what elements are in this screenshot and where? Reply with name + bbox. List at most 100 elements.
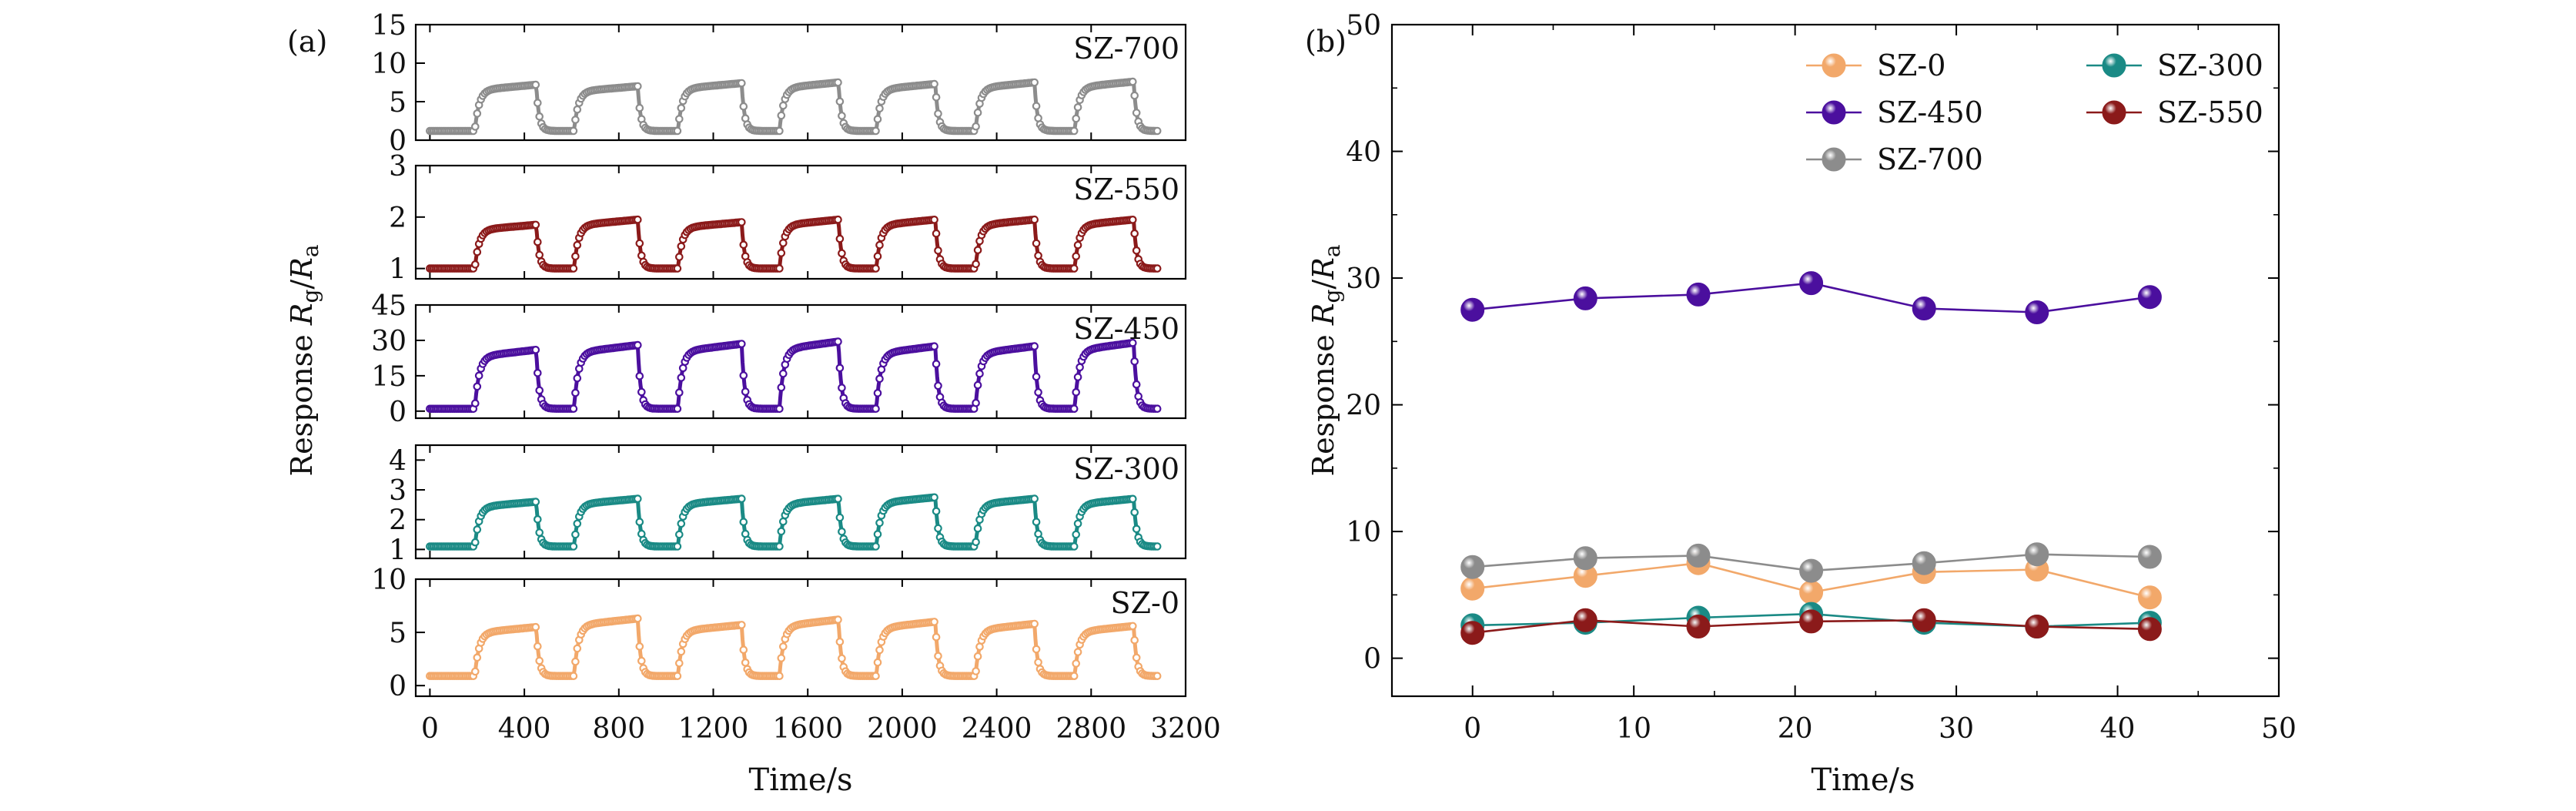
panel-a-sz-300-point <box>871 542 880 551</box>
legend-item-sz-0: SZ-0 <box>1806 49 1945 82</box>
legend-marker <box>2102 100 2126 125</box>
panel-a-sz-450-point <box>637 387 646 397</box>
panel-a-sz-300-point <box>1153 542 1162 551</box>
panel-a-sz-0-point <box>637 656 646 665</box>
panel-a-sz-700-point <box>1073 103 1082 112</box>
panel-a-sz-700-point <box>875 104 884 113</box>
panel-b-frame <box>1390 23 2280 698</box>
panel-a-sz-0-point <box>1030 619 1039 628</box>
panel-a-sz-450-ytick-label: 45 <box>371 290 406 322</box>
panel-a-sz-450-point <box>1153 404 1162 413</box>
panel-a-sz-550-point <box>571 252 580 261</box>
panel-a-xtick-label: 1600 <box>772 713 843 745</box>
panel-b-xtick-label: 30 <box>1939 713 1974 745</box>
panel-b-series-sz-550-point <box>2137 617 2162 642</box>
panel-b-xlabel: Time/s <box>1811 762 1915 798</box>
panel-a-sz-700-point <box>1130 91 1139 100</box>
panel-a-sz-0-point <box>777 654 786 662</box>
panel-a-sz-0-point <box>535 656 544 665</box>
panel-b-label: (b) <box>1305 25 1347 59</box>
panel-a-sz-450-point <box>972 398 980 407</box>
panel-a-sz-700-point <box>871 126 880 136</box>
panel-a-sz-300-point <box>973 524 982 533</box>
panel-a-sz-550-point <box>1129 215 1137 224</box>
panel-a-sz-700-point <box>739 102 748 111</box>
panel-b-ytick-label: 20 <box>1346 390 1381 422</box>
panel-a-sz-300-point <box>573 519 582 528</box>
panel-a-sz-300-point <box>533 514 542 524</box>
panel-a-sz-550-point <box>1130 229 1139 238</box>
panel-a-sz-300-point <box>635 518 644 526</box>
panel-a-sz-300-point <box>775 542 784 551</box>
panel-a-sz-300-point <box>571 530 580 539</box>
panel-a-sz-0-point <box>871 672 880 680</box>
panel-b-ytick-label: 0 <box>1363 644 1381 675</box>
panel-a-sz-450-point <box>1129 338 1137 347</box>
panel-a-sz-550-point <box>677 242 686 251</box>
panel-b-series-sz-0-point <box>1799 580 1824 605</box>
panel-a-sz-300-point <box>835 513 845 522</box>
panel-a-sz-700-point <box>569 126 578 136</box>
panel-a-sz-550-point <box>775 264 784 273</box>
panel-a-sz-0-point <box>1129 622 1137 631</box>
panel-a-sz-700-point <box>973 108 982 117</box>
panel-a-sz-550-ytick-label: 1 <box>389 254 406 286</box>
panel-b-series-sz-700-point <box>1799 558 1824 583</box>
panel-b-series-sz-550-point <box>1912 608 1936 632</box>
legend-label: SZ-0 <box>1877 49 1945 82</box>
panel-a-sz-0-point <box>835 637 845 646</box>
panel-a-sz-450-point <box>571 388 580 397</box>
panel-a-sz-550-frame <box>414 164 1187 280</box>
panel-b-series-sz-550 <box>1460 608 2162 645</box>
legend-item-sz-700: SZ-700 <box>1806 142 1983 176</box>
legend-label: SZ-300 <box>2157 49 2263 82</box>
panel-a-sz-450-point <box>1072 387 1080 397</box>
panel-a-sz-550-label: SZ-550 <box>1073 173 1179 206</box>
panel-a-sz-450-point <box>1073 373 1082 381</box>
panel-b-series-sz-0-point <box>2137 585 2162 610</box>
panel-a-sz-0-point <box>1069 672 1079 680</box>
panel-a-sz-450-point <box>633 340 642 350</box>
panel-a-sz-450-point <box>635 371 644 380</box>
panel-a-sz-0-point <box>930 618 938 626</box>
panel-a-sz-450-point <box>737 340 746 348</box>
panel-b-series-sz-700-point <box>2025 542 2049 567</box>
panel-a-sz-700-point <box>778 101 788 110</box>
panel-a-sz-450-point <box>473 382 482 391</box>
panel-a-sz-0-point <box>473 653 482 662</box>
panel-b-series-sz-700-point <box>1686 543 1711 568</box>
panel-a-sz-300-point <box>1072 530 1080 539</box>
panel-a-sz-0-point <box>573 644 582 653</box>
panel-b-series-sz-450-point <box>1573 286 1597 310</box>
panel-a-sz-550-point <box>1132 246 1141 255</box>
panel-a-sz-700-label: SZ-700 <box>1073 32 1179 65</box>
legend-label: SZ-700 <box>1877 142 1983 176</box>
panel-a-sz-0-point <box>838 654 846 663</box>
panel-a-sz-450-point <box>474 371 483 380</box>
panel-a-sz-550-markers <box>426 215 1162 273</box>
panel-a-sz-300-point <box>972 538 980 547</box>
panel-b-series-sz-450-point <box>1799 271 1824 296</box>
panel-a-sz-300-point <box>531 498 540 506</box>
panel-a-xtick-label: 1200 <box>678 713 749 745</box>
panel-a-sz-0-point <box>834 615 842 624</box>
legend-marker <box>1822 53 1846 78</box>
panel-a-sz-700-point <box>1153 126 1162 136</box>
panel-a-sz-0-point <box>778 642 788 651</box>
panel-a-sz-0-point <box>739 645 748 654</box>
panel-a-sz-450-point <box>834 337 842 346</box>
panel-a-sz-0-point <box>775 672 784 680</box>
panel-a-xtick-label: 3200 <box>1150 713 1221 745</box>
panel-b-series-sz-550-point <box>1799 609 1824 634</box>
panel-a-sz-300-point <box>873 530 882 538</box>
panel-a-sz-550-point <box>535 250 544 260</box>
panel-b-xtick-label: 20 <box>1778 713 1813 745</box>
panel-a-sz-450-ytick-label: 0 <box>389 397 406 428</box>
panel-b-xtick-label: 50 <box>2261 713 2297 745</box>
panel-a-xtick-label: 2400 <box>962 713 1032 745</box>
panel-a-sz-300-point <box>1132 524 1141 534</box>
panel-a-sz-450-point <box>1069 404 1079 413</box>
panel-a-sz-700-subplot: 0 5 10 15 SZ-700 <box>371 10 1187 157</box>
panel-a-sz-700-point <box>1132 109 1141 117</box>
panel-a-sz-450-point <box>973 380 982 390</box>
